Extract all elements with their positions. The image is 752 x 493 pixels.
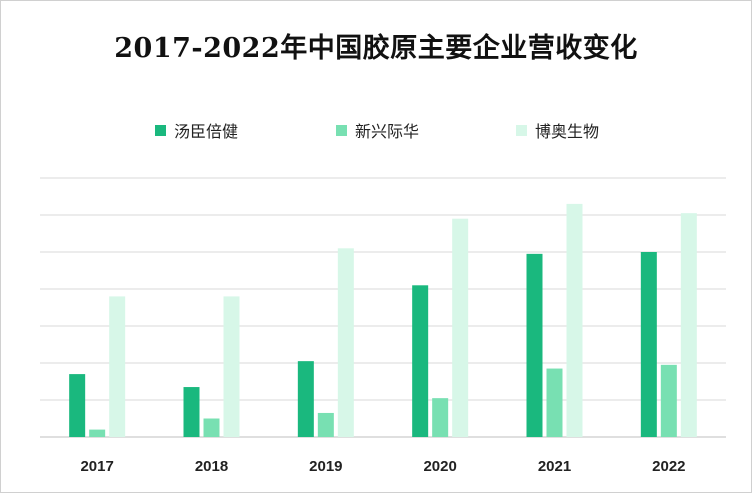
bar-series-3-2017 bbox=[109, 296, 126, 437]
bar-series-2-2017 bbox=[89, 429, 106, 437]
bar-series-2-2019 bbox=[317, 412, 334, 437]
bar-series-2-2022 bbox=[660, 364, 677, 437]
bar-series-3-2021 bbox=[566, 203, 583, 437]
bar-series-3-2022 bbox=[680, 213, 697, 437]
bar-series-3-2020 bbox=[452, 218, 469, 437]
legend-swatch-series-1 bbox=[155, 124, 166, 136]
legend-item-series-3: 博奥生物 bbox=[516, 118, 599, 142]
x-tick-label: 2019 bbox=[309, 458, 342, 475]
bar-series-1-2018 bbox=[183, 387, 200, 437]
x-tick-label: 2021 bbox=[538, 458, 571, 475]
legend-label-series-3: 博奥生物 bbox=[535, 122, 600, 141]
bar-series-1-2020 bbox=[412, 285, 429, 437]
chart-title: 2017-2022年中国胶原主要企业营收变化 bbox=[114, 33, 638, 64]
bar-series-1-2021 bbox=[526, 253, 543, 437]
bar-series-2-2021 bbox=[546, 368, 563, 437]
bar-series-1-2022 bbox=[640, 252, 657, 437]
legend: 汤臣倍健 新兴际华 博奥生物 bbox=[0, 118, 752, 142]
legend-swatch-series-2 bbox=[336, 124, 347, 136]
legend-item-series-2: 新兴际华 bbox=[336, 118, 419, 142]
bar-series-2-2018 bbox=[203, 418, 220, 437]
x-tick-label: 2020 bbox=[423, 458, 456, 475]
x-tick-label: 2018 bbox=[195, 458, 228, 475]
bar-series-1-2017 bbox=[69, 374, 86, 437]
bar-series-1-2019 bbox=[297, 361, 314, 437]
x-tick-label: 2017 bbox=[80, 458, 113, 475]
legend-label-series-1: 汤臣倍健 bbox=[174, 122, 239, 141]
legend-label-series-2: 新兴际华 bbox=[355, 122, 420, 141]
legend-swatch-series-3 bbox=[516, 124, 527, 136]
legend-item-series-1: 汤臣倍健 bbox=[155, 118, 238, 142]
bar-series-3-2018 bbox=[223, 296, 240, 437]
x-tick-label: 2022 bbox=[652, 458, 685, 475]
bar-series-2-2020 bbox=[432, 398, 449, 437]
bar-series-3-2019 bbox=[337, 248, 354, 437]
